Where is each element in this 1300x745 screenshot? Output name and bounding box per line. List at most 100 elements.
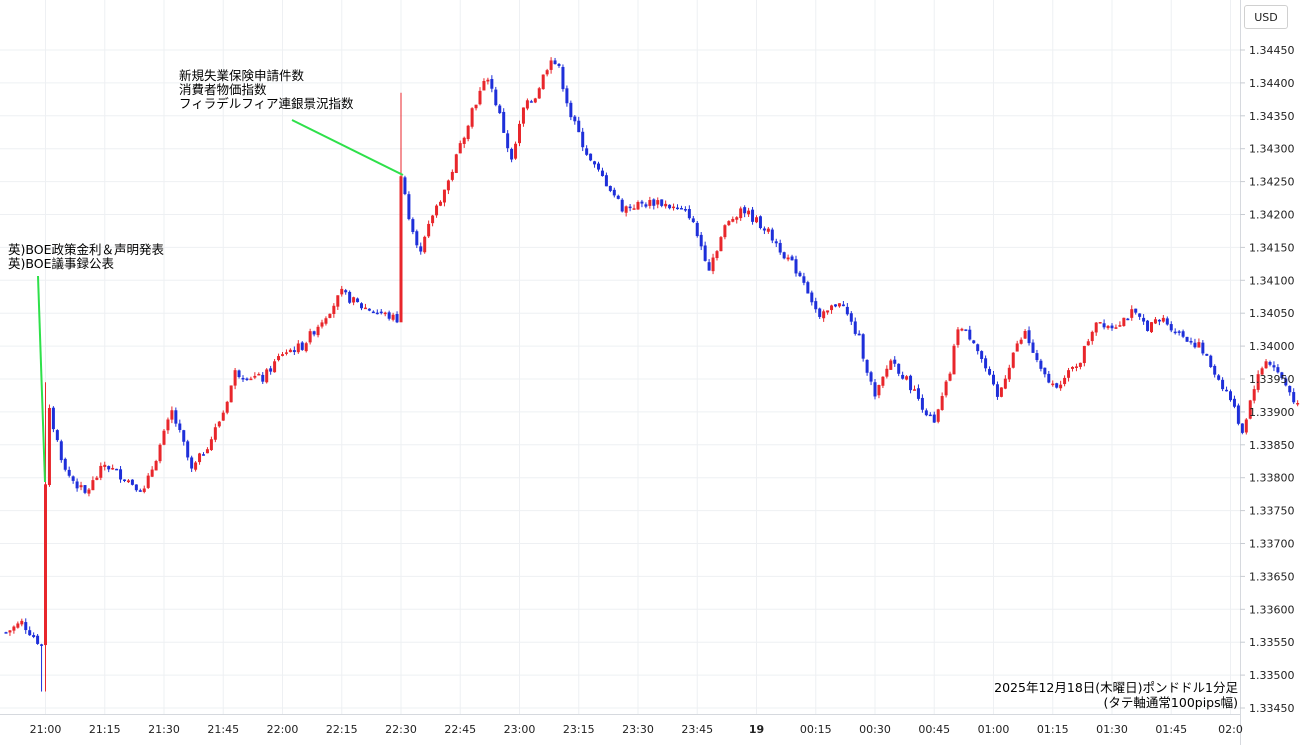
- candle-body: [427, 223, 431, 237]
- candle: [348, 290, 352, 304]
- candle: [284, 349, 288, 356]
- time-tick-label: 00:30: [859, 723, 891, 736]
- candle-body: [687, 208, 691, 219]
- candle-body: [557, 63, 561, 66]
- candle: [435, 204, 439, 218]
- candle: [1161, 315, 1165, 323]
- candle: [344, 288, 348, 295]
- candle: [71, 475, 75, 484]
- candle: [699, 231, 703, 251]
- candle: [154, 459, 158, 471]
- candle: [130, 479, 134, 486]
- candle: [1244, 418, 1248, 435]
- candle: [1138, 313, 1142, 320]
- candle-body: [652, 199, 656, 206]
- candle: [1090, 330, 1094, 345]
- candle-body: [1240, 423, 1244, 433]
- candle-body: [766, 228, 770, 232]
- candle-body: [439, 201, 442, 206]
- candle-body: [553, 60, 557, 65]
- currency-button[interactable]: USD: [1244, 5, 1288, 29]
- candle: [1122, 317, 1126, 327]
- candle: [273, 358, 277, 373]
- candle-body: [1201, 342, 1205, 354]
- candle: [36, 633, 40, 645]
- candle: [573, 114, 577, 125]
- candle: [656, 197, 660, 209]
- candle-body: [1209, 355, 1213, 367]
- candle-body: [972, 340, 976, 344]
- candle: [1043, 367, 1047, 378]
- candle-body: [415, 231, 419, 246]
- candle-body: [1197, 342, 1201, 348]
- candle-body: [597, 163, 600, 170]
- candle-body: [1007, 367, 1011, 380]
- candle: [743, 205, 747, 218]
- candle: [1074, 363, 1078, 372]
- candle-body: [644, 204, 648, 207]
- candle: [146, 473, 150, 489]
- candle: [1197, 338, 1201, 348]
- candle: [4, 631, 8, 634]
- candle-body: [213, 427, 217, 440]
- candle-body: [762, 228, 766, 231]
- candle: [703, 241, 707, 262]
- candle-body: [300, 342, 304, 350]
- candle-body: [581, 131, 585, 148]
- candle-body: [32, 635, 36, 638]
- candle: [1142, 314, 1146, 325]
- candle-body: [561, 66, 565, 90]
- price-tick-label: 1.33600: [1249, 603, 1295, 616]
- candle: [67, 466, 71, 478]
- candle-body: [1229, 391, 1232, 401]
- candle-body: [1169, 324, 1173, 331]
- candle: [95, 475, 99, 481]
- candle: [1272, 361, 1276, 372]
- candle-body: [853, 321, 857, 334]
- candle-body: [770, 229, 774, 241]
- time-tick-label: 01:15: [1037, 723, 1069, 736]
- candle-body: [431, 215, 435, 224]
- candle: [174, 407, 178, 427]
- candle: [249, 376, 253, 381]
- candle-body: [980, 351, 984, 360]
- candle: [521, 107, 525, 127]
- candle: [565, 85, 569, 107]
- candle: [83, 484, 87, 495]
- candle-body: [1102, 323, 1106, 328]
- candle-body: [442, 189, 446, 203]
- candle-body: [683, 209, 687, 211]
- candle-body: [320, 322, 324, 327]
- candle-body: [202, 454, 205, 456]
- candle: [1276, 364, 1280, 374]
- candle-body: [612, 189, 616, 196]
- candle-body: [1031, 342, 1035, 353]
- candle-body: [261, 374, 265, 382]
- candle-body: [423, 236, 427, 253]
- candle-body: [123, 479, 126, 481]
- candle: [498, 104, 502, 115]
- candle-body: [1276, 367, 1280, 373]
- candle-body: [691, 218, 695, 223]
- candle-body: [916, 388, 920, 399]
- candle-body: [537, 88, 541, 99]
- candle-body: [40, 644, 44, 646]
- candle-body: [486, 79, 490, 82]
- candle: [731, 216, 735, 223]
- candle-body: [1138, 313, 1142, 317]
- candle: [241, 375, 245, 382]
- candle-body: [1280, 372, 1284, 379]
- candle-body: [221, 412, 225, 421]
- candle-body: [360, 303, 363, 309]
- candle-body: [727, 221, 731, 226]
- candle-body: [134, 484, 138, 491]
- candle: [47, 404, 51, 487]
- candle-body: [861, 334, 865, 359]
- candle: [1201, 340, 1205, 356]
- candle-body: [976, 344, 980, 352]
- candle-body: [229, 385, 233, 403]
- candle-body: [174, 410, 178, 424]
- candle: [40, 643, 44, 692]
- candle: [1213, 364, 1217, 378]
- candle: [593, 160, 597, 168]
